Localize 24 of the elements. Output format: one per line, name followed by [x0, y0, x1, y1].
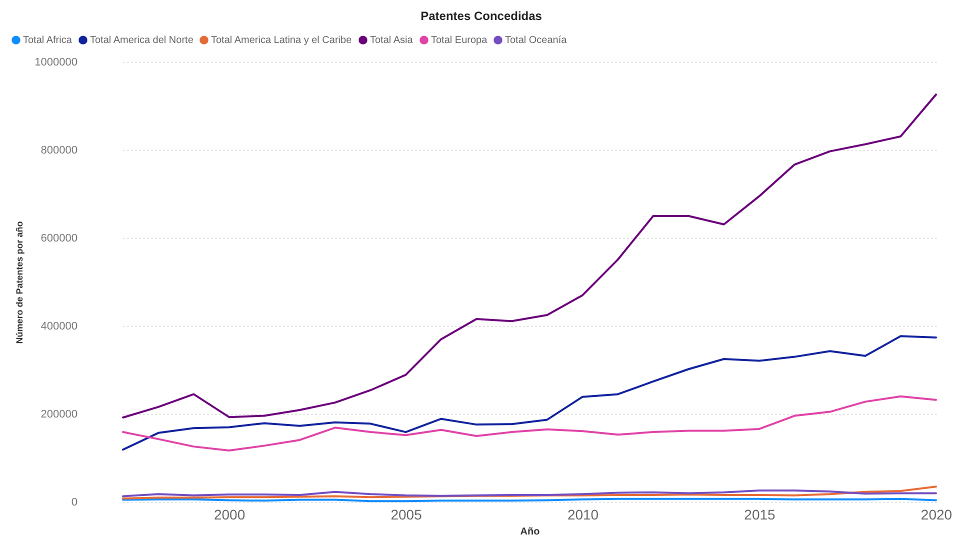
line-series [122, 94, 937, 419]
legend-label: Total Europa [431, 35, 488, 46]
legend-label: Total America del Norte [90, 35, 194, 46]
y-tick-label: 1000000 [34, 56, 78, 68]
y-tick-label: 600000 [40, 232, 78, 244]
x-axis-title: Año [520, 526, 540, 538]
line-series [122, 395, 937, 452]
x-tick-label: 2005 [390, 506, 422, 522]
x-tick-label: 2010 [567, 506, 599, 522]
y-tick-label: 200000 [40, 408, 78, 420]
x-tick-label: 2000 [214, 506, 246, 522]
y-tick-label: 800000 [40, 144, 78, 156]
legend-label: Total Asia [370, 35, 414, 46]
chart-title: Patentes Concedidas [420, 9, 542, 23]
x-tick-label: 2015 [744, 506, 776, 522]
legend-label: Total Africa [23, 35, 72, 46]
y-tick-label: 0 [71, 496, 78, 508]
x-tick-label: 2020 [920, 506, 952, 522]
legend-label: Total Oceanía [505, 35, 568, 46]
line-series [122, 486, 937, 500]
y-axis-title: Número de Patentes por año [14, 220, 25, 344]
legend-label: Total America Latina y el Caribe [211, 35, 352, 46]
y-tick-label: 400000 [40, 320, 78, 332]
line-series [122, 335, 937, 451]
